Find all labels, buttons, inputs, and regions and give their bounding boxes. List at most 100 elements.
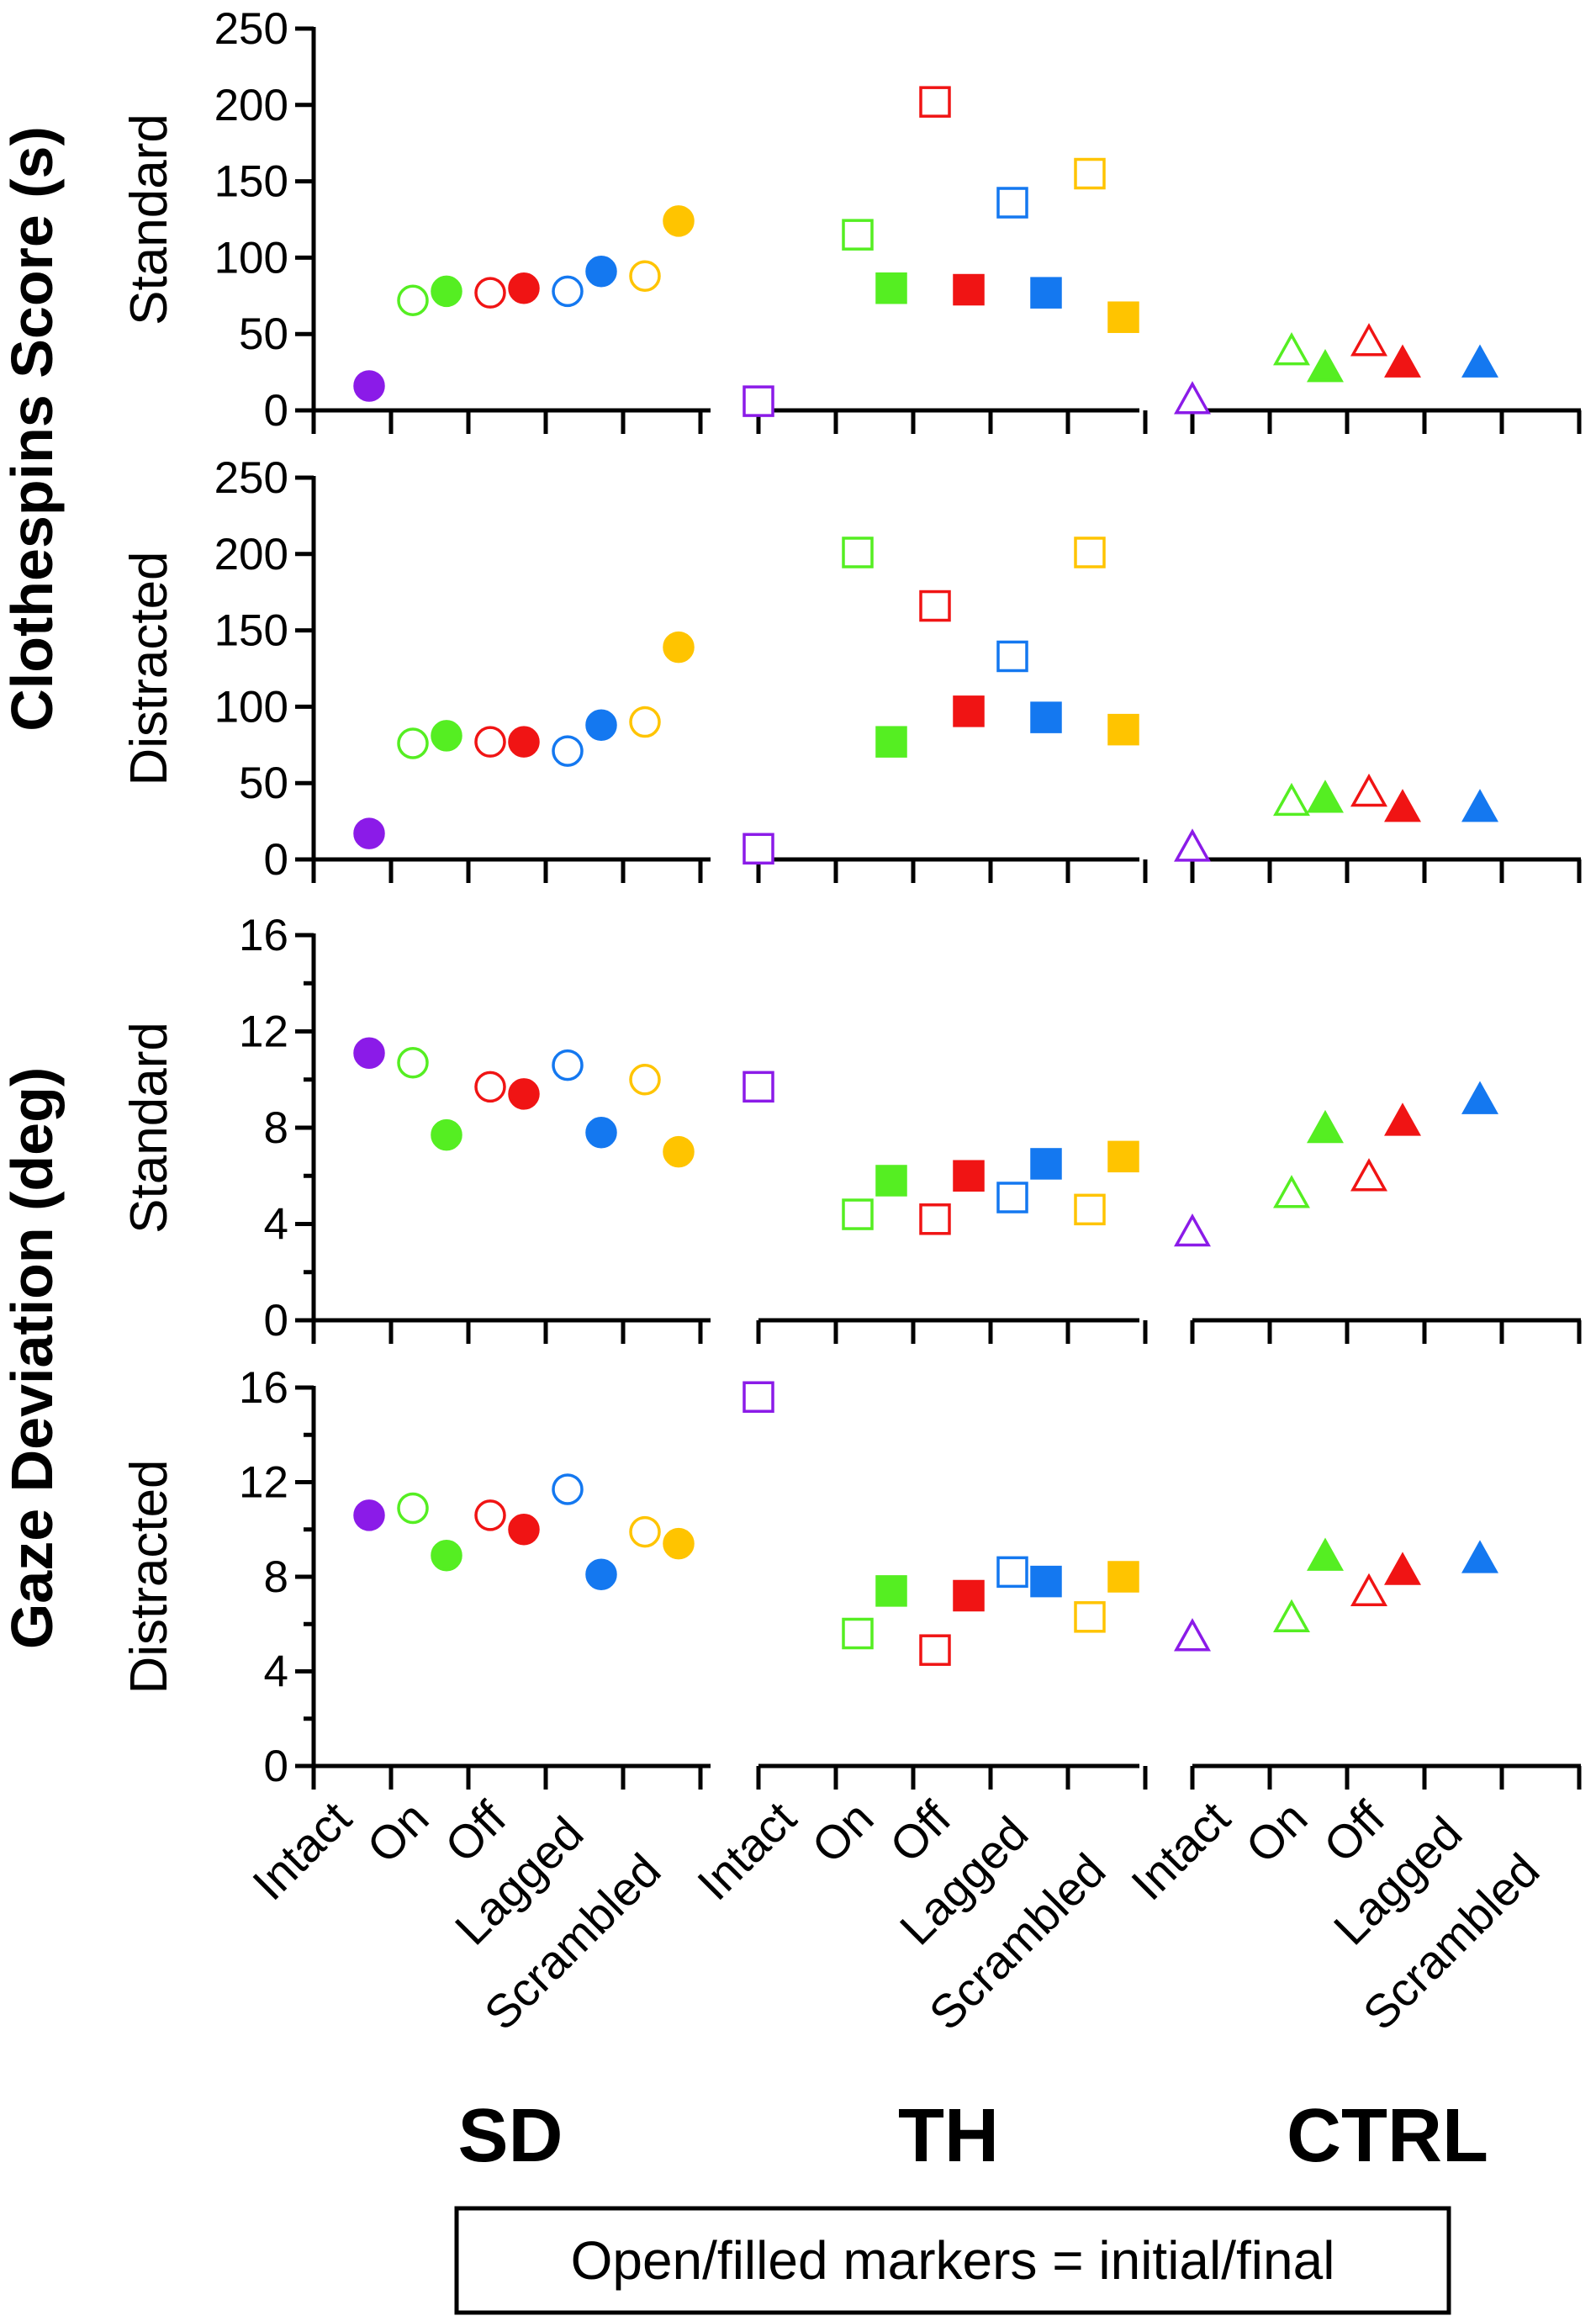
- point-th-off-initial: [919, 1203, 951, 1235]
- point-ctrl-lagged-final: [1461, 1081, 1498, 1114]
- point-sd-off-initial: [474, 277, 506, 309]
- point-sd-scrambled-final: [663, 631, 695, 664]
- point-ctrl-on-initial: [1273, 332, 1310, 366]
- point-ctrl-off-final: [1384, 344, 1421, 378]
- x-label-sd-intact: Intact: [242, 1791, 362, 1911]
- point-th-scrambled-final: [1107, 1561, 1139, 1593]
- point-sd-lagged-initial: [552, 735, 584, 767]
- point-ctrl-lagged-final: [1461, 789, 1498, 822]
- y-tick-label: 16: [239, 911, 288, 960]
- point-sd-scrambled-initial: [629, 1515, 661, 1548]
- panel-gaze-standard: 0 4 8 12 16 Standard: [120, 911, 1582, 1346]
- y-tick-label: 4: [264, 1647, 288, 1697]
- point-th-on-initial: [842, 537, 874, 568]
- point-ctrl-off-initial: [1350, 773, 1387, 807]
- point-sd-on-final: [431, 720, 462, 752]
- group-label-sd: SD: [457, 2094, 563, 2178]
- point-ctrl-off-initial: [1350, 323, 1387, 357]
- point-ctrl-off-initial: [1350, 1573, 1387, 1607]
- point-th-intact-initial: [743, 1071, 774, 1103]
- point-th-scrambled-initial: [1074, 1193, 1106, 1226]
- point-th-on-initial: [842, 219, 874, 251]
- point-sd-off-final: [508, 1078, 540, 1110]
- point-sd-scrambled-final: [663, 1135, 695, 1168]
- y-tick-label: 50: [239, 309, 288, 359]
- panel-clothespins-standard: 0 50 100 150 200 250 Standard: [120, 4, 1582, 436]
- point-th-intact-initial: [743, 385, 774, 417]
- point-ctrl-off-final: [1384, 789, 1421, 822]
- point-ctrl-on-final: [1307, 1537, 1344, 1571]
- panel-gaze-distracted: 0 4 8 12 16 Distracted: [120, 1363, 1582, 1791]
- point-sd-off-final: [508, 726, 540, 758]
- point-sd-intact-final: [353, 1499, 385, 1531]
- point-ctrl-intact-initial: [1174, 381, 1211, 415]
- point-sd-on-initial: [397, 1492, 429, 1525]
- point-th-off-initial: [919, 1634, 951, 1666]
- point-ctrl-off-final: [1384, 1552, 1421, 1585]
- y-tick-label: 16: [239, 1363, 288, 1413]
- point-th-off-final: [953, 695, 985, 727]
- y-tick-label: 250: [214, 4, 288, 54]
- x-label-ctrl-intact: Intact: [1121, 1791, 1240, 1911]
- point-sd-off-final: [508, 1514, 540, 1546]
- point-th-off-initial: [919, 590, 951, 622]
- point-sd-lagged-final: [585, 1116, 617, 1149]
- point-sd-scrambled-initial: [629, 1064, 661, 1096]
- point-ctrl-on-initial: [1273, 1175, 1310, 1208]
- point-sd-lagged-final: [585, 1558, 617, 1590]
- x-label-sd-on: On: [357, 1791, 438, 1873]
- point-th-on-final: [875, 272, 907, 304]
- point-th-scrambled-initial: [1074, 1601, 1106, 1633]
- point-ctrl-on-initial: [1273, 782, 1310, 817]
- point-sd-off-final: [508, 272, 540, 304]
- y-tick-label: 0: [264, 1296, 288, 1346]
- group-label-th: TH: [898, 2094, 999, 2178]
- point-sd-on-final: [431, 1539, 462, 1572]
- point-th-on-final: [875, 1165, 907, 1197]
- point-th-lagged-final: [1030, 277, 1062, 309]
- point-sd-scrambled-final: [663, 205, 695, 237]
- y-tick-label: 8: [264, 1103, 288, 1153]
- point-sd-on-initial: [397, 1046, 429, 1079]
- point-th-on-final: [875, 726, 907, 758]
- point-th-scrambled-initial: [1074, 537, 1106, 568]
- y-tick-label: 50: [239, 759, 288, 808]
- point-sd-intact-final: [353, 817, 385, 849]
- point-th-intact-initial: [743, 833, 774, 865]
- point-sd-off-initial: [474, 726, 506, 758]
- point-sd-on-initial: [397, 727, 429, 759]
- y-tick-label: 12: [239, 1458, 288, 1508]
- point-ctrl-intact-initial: [1174, 1213, 1211, 1247]
- point-th-lagged-initial: [996, 1182, 1028, 1213]
- point-sd-off-initial: [474, 1071, 506, 1103]
- point-ctrl-lagged-final: [1461, 344, 1498, 378]
- legend-box: [454, 2206, 1451, 2315]
- point-sd-scrambled-initial: [629, 706, 661, 738]
- y-tick-label: 150: [214, 606, 288, 656]
- y-tick-label: 12: [239, 1007, 288, 1057]
- legend-text: Open/filled markers = initial/final: [571, 2230, 1335, 2291]
- point-sd-off-initial: [474, 1499, 506, 1531]
- y-tick-label: 100: [214, 233, 288, 283]
- point-th-lagged-initial: [996, 1556, 1028, 1589]
- point-th-lagged-final: [1030, 701, 1062, 733]
- y-tick-label: 200: [214, 530, 288, 579]
- y-tick-label: 100: [214, 682, 288, 732]
- point-th-lagged-initial: [996, 187, 1028, 219]
- point-ctrl-intact-initial: [1174, 828, 1211, 862]
- group-label-ctrl: CTRL: [1287, 2094, 1488, 2178]
- point-ctrl-on-final: [1307, 348, 1344, 383]
- point-th-off-initial: [919, 86, 951, 118]
- y-tick-label: 4: [264, 1200, 288, 1250]
- x-label-ctrl-on: On: [1235, 1791, 1317, 1873]
- point-th-scrambled-final: [1107, 301, 1139, 333]
- point-sd-lagged-final: [585, 709, 617, 741]
- point-th-scrambled-initial: [1074, 157, 1106, 190]
- point-ctrl-off-final: [1384, 1102, 1421, 1136]
- point-th-on-final: [875, 1575, 907, 1607]
- y-tick-label: 0: [264, 835, 288, 885]
- point-th-lagged-initial: [996, 640, 1028, 673]
- point-th-scrambled-final: [1107, 1140, 1139, 1173]
- y-tick-label: 200: [214, 81, 288, 130]
